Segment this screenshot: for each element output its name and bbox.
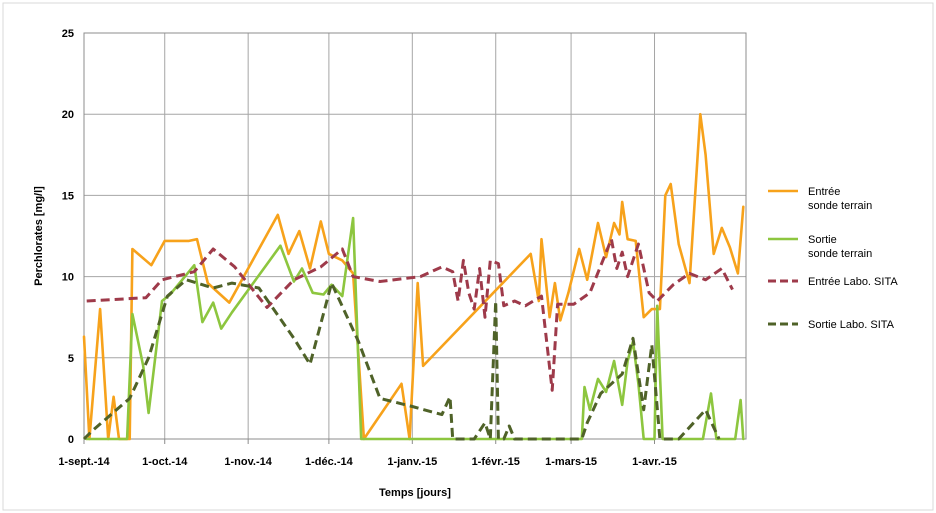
x-tick-label: 1-févr.-15 — [472, 456, 520, 468]
legend: Entrée sonde terrain Sortie sonde terrain En… — [768, 186, 898, 331]
y-tick-label: 5 — [68, 353, 74, 365]
legend-label-3: Entrée Labo. SITA — [808, 276, 898, 288]
y-tick-label: 15 — [62, 190, 74, 202]
x-tick-label: 1-janv.-15 — [387, 456, 437, 468]
y-tick-label: 20 — [62, 109, 74, 121]
series-layer — [82, 112, 745, 441]
series-line-3 — [86, 237, 734, 392]
legend-label-1: Entrée sonde terrain — [808, 186, 872, 212]
x-tick-label: 1-mars-15 — [545, 456, 597, 468]
y-tick-label: 25 — [62, 28, 74, 40]
x-axis-title: Temps [jours] — [379, 487, 451, 499]
x-tick-label: 1-déc.-14 — [305, 456, 354, 468]
legend-label-2: Sortie sonde terrain — [808, 234, 872, 260]
y-axis-ticks: 0 5 10 15 20 25 — [62, 28, 74, 446]
x-tick-label: 1-avr.-15 — [632, 456, 677, 468]
series-line-4 — [82, 278, 721, 441]
y-tick-label: 10 — [62, 272, 74, 284]
x-axis-ticks: 1-sept.-14 1-oct.-14 1-nov.-14 1-déc.-14 1-j… — [58, 456, 677, 468]
y-tick-label: 0 — [68, 434, 74, 446]
y-axis-title: Perchlorates [mg/l] — [33, 186, 45, 286]
series-line-2 — [85, 216, 745, 441]
x-tick-label: 1-oct.-14 — [142, 456, 188, 468]
x-tick-label: 1-nov.-14 — [224, 456, 272, 468]
x-tick-label: 1-sept.-14 — [58, 456, 110, 468]
legend-label-4: Sortie Labo. SITA — [808, 319, 895, 331]
series-line-1 — [82, 112, 745, 441]
